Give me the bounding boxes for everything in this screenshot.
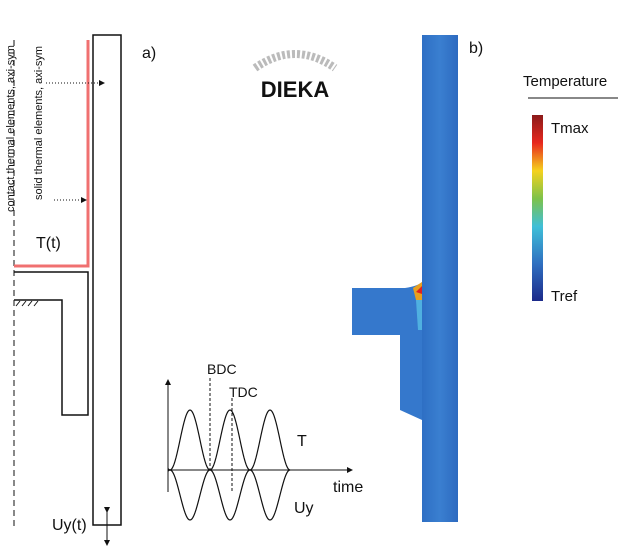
piston-model <box>352 282 422 420</box>
contact-elements <box>14 40 88 266</box>
liner-model <box>422 35 458 522</box>
min-label: Tref <box>551 288 578 305</box>
piston <box>14 272 88 415</box>
cycle-plot: BDC TDC T Uy time <box>168 361 363 520</box>
contact-label: contact thermal elements, axi-sym <box>5 45 17 212</box>
figure: contact thermal elements, axi-sym solid … <box>0 0 644 548</box>
panel-a: contact thermal elements, axi-sym solid … <box>5 35 156 545</box>
panel-b: b) Temperature Tmax Tref <box>352 35 618 522</box>
panel-label: a) <box>142 45 156 62</box>
max-label: Tmax <box>551 120 589 137</box>
solid-label: solid thermal elements, axi-sym <box>33 46 45 200</box>
logo-mark <box>255 54 335 68</box>
tdc-label: TDC <box>229 384 258 400</box>
logo-text: DIEKA <box>261 77 330 102</box>
bdc-label: BDC <box>207 361 237 377</box>
t-label: T <box>297 433 307 450</box>
logo: DIEKA <box>255 54 335 102</box>
uy-curve <box>168 470 290 520</box>
t-curve <box>168 410 290 470</box>
panel-label: b) <box>469 40 483 57</box>
liner <box>93 35 121 525</box>
temperature-input: T(t) <box>36 235 61 252</box>
color-bar <box>532 115 543 301</box>
uy-label: Uy <box>294 500 314 517</box>
x-axis-label: time <box>333 479 363 496</box>
hatching <box>16 301 38 306</box>
legend-title: Temperature <box>523 73 607 90</box>
displacement-input: Uy(t) <box>52 517 87 534</box>
